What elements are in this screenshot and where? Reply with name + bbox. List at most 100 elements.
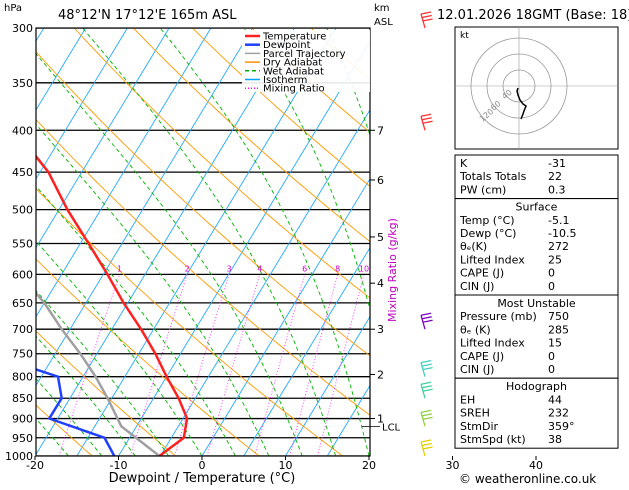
index-row-value: -10.5 bbox=[548, 227, 576, 240]
index-row-value: 0.3 bbox=[548, 183, 566, 196]
temperature-tick-label: 20 bbox=[362, 459, 376, 472]
wind-barb-flag bbox=[422, 414, 432, 416]
wind-barb-flag bbox=[421, 410, 431, 412]
index-row-value: 272 bbox=[548, 240, 569, 253]
index-row-label: StmSpd (kt) bbox=[460, 433, 526, 446]
index-row-value: 15 bbox=[548, 337, 562, 350]
index-row-label: θₑ(K) bbox=[460, 240, 487, 253]
mixing-ratio-line bbox=[290, 274, 338, 456]
wind-barb-flag bbox=[423, 389, 433, 391]
temperature-tick-label: -20 bbox=[26, 459, 44, 472]
wind-barb-flag bbox=[421, 361, 431, 363]
units-right-asl: ASL bbox=[374, 17, 393, 28]
wind-barb-flag bbox=[422, 444, 432, 446]
index-row-label: CIN (J) bbox=[460, 363, 494, 376]
hodograph-unit-label: kt bbox=[460, 31, 469, 41]
pressure-tick-label: 650 bbox=[12, 297, 33, 310]
pressure-tick-label: 350 bbox=[12, 77, 33, 90]
index-row-label: Lifted Index bbox=[460, 337, 525, 350]
index-row-label: StmDir bbox=[460, 420, 499, 433]
wind-barb-flag bbox=[423, 121, 433, 123]
wind-barb-flag bbox=[423, 417, 433, 419]
mixing-ratio-label: 10 bbox=[359, 264, 369, 273]
pressure-tick-label: 850 bbox=[12, 392, 33, 405]
pressure-tick-label: 800 bbox=[12, 371, 33, 384]
mixing-ratio-label: 3 bbox=[226, 264, 231, 273]
index-row-label: θₑ (K) bbox=[460, 323, 491, 336]
index-row-label: CAPE (J) bbox=[460, 350, 504, 363]
wind-barb-flag bbox=[421, 313, 431, 315]
wind-barb-flag bbox=[423, 19, 433, 21]
index-row-value: 232 bbox=[548, 407, 569, 420]
index-row-value: 0 bbox=[548, 350, 555, 363]
wet-adiabat-line bbox=[0, 28, 269, 456]
copyright-text: © weatheronline.co.uk bbox=[459, 472, 596, 486]
pressure-tick-label: 950 bbox=[12, 432, 33, 445]
index-row-value: 22 bbox=[548, 170, 562, 183]
wind-barb bbox=[421, 361, 433, 377]
index-row-value: 359° bbox=[548, 420, 575, 433]
pressure-tick-label: 450 bbox=[12, 166, 33, 179]
pressure-tick-label: 900 bbox=[12, 413, 33, 426]
index-section-title: Surface bbox=[516, 201, 558, 214]
wind-barb-flag bbox=[423, 368, 433, 370]
temperature-tick-label: 30 bbox=[446, 459, 460, 472]
index-section-title: Hodograph bbox=[506, 380, 567, 393]
dry-adiabat-line bbox=[0, 28, 9, 456]
altitude-tick-label: 5 bbox=[377, 231, 384, 244]
index-row-label: Totals Totals bbox=[459, 170, 527, 183]
mixing-ratio-label: 6 bbox=[302, 264, 307, 273]
pressure-tick-label: 600 bbox=[12, 268, 33, 281]
wind-barb bbox=[421, 12, 433, 28]
index-row-label: CIN (J) bbox=[460, 280, 494, 293]
x-axis-label: Dewpoint / Temperature (°C) bbox=[109, 471, 296, 486]
altitude-tick-label: 4 bbox=[377, 277, 384, 290]
lcl-label: LCL bbox=[382, 422, 401, 433]
index-row-value: -5.1 bbox=[548, 214, 569, 227]
index-row-value: 750 bbox=[548, 310, 569, 323]
units-left-label: hPa bbox=[4, 3, 22, 14]
altitude-tick-label: 3 bbox=[377, 323, 384, 336]
wind-barb-flag bbox=[422, 317, 432, 319]
index-section-title: Most Unstable bbox=[497, 297, 576, 310]
mixing-ratio-label: 4 bbox=[257, 264, 262, 273]
index-row-label: EH bbox=[460, 393, 475, 406]
index-row-value: 38 bbox=[548, 433, 562, 446]
index-row-value: 285 bbox=[548, 323, 569, 336]
wind-barb-flag bbox=[421, 382, 431, 384]
pressure-axis: 3003504004505005506006507007508008509009… bbox=[5, 22, 33, 463]
altitude-tick-label: 7 bbox=[377, 124, 384, 137]
units-right-km: km bbox=[374, 3, 390, 14]
index-row-value: 0 bbox=[548, 363, 555, 376]
legend-label: Mixing Ratio bbox=[263, 84, 325, 95]
wind-barb-flag bbox=[421, 114, 431, 116]
isotherm-line bbox=[620, 28, 629, 456]
temperature-tick-label: 40 bbox=[529, 459, 543, 472]
index-row-value: 0 bbox=[548, 280, 555, 293]
index-row-label: SREH bbox=[460, 407, 490, 420]
index-row-value: 0 bbox=[548, 267, 555, 280]
wet-adiabat-line bbox=[0, 28, 68, 456]
mixing-ratio-label: 1 bbox=[117, 264, 122, 273]
wind-barb-flag bbox=[422, 118, 432, 120]
wet-adiabat-line bbox=[0, 28, 235, 456]
isotherm-line bbox=[0, 28, 253, 456]
pressure-tick-label: 550 bbox=[12, 237, 33, 250]
index-row-label: Dewp (°C) bbox=[460, 227, 516, 240]
index-row-value: -31 bbox=[548, 157, 566, 170]
wind-barb-flag bbox=[421, 440, 431, 442]
pressure-tick-label: 500 bbox=[12, 204, 33, 217]
pressure-tick-label: 750 bbox=[12, 348, 33, 361]
pressure-tick-label: 400 bbox=[12, 124, 33, 137]
altitude-tick-label: 6 bbox=[377, 174, 384, 187]
location-title: 48°12'N 17°12'E 165m ASL bbox=[58, 8, 237, 23]
index-row-label: Lifted Index bbox=[460, 253, 525, 266]
wind-barb-flag bbox=[423, 447, 433, 449]
